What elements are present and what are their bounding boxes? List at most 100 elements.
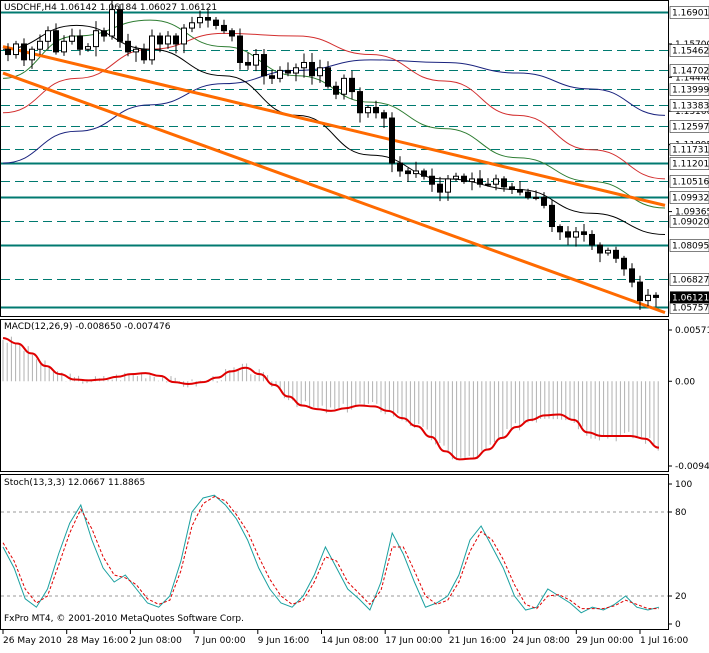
level-label-box: [669, 83, 709, 96]
candle-body: [485, 183, 491, 186]
price-tick-label: 1.09365: [675, 208, 709, 218]
macd-tick-label: 0.00571: [675, 326, 709, 336]
stoch-tick-label: 80: [675, 508, 687, 518]
time-tick-label: 28 May 16:00: [67, 636, 129, 646]
price-tick-label: 1.13160: [675, 107, 709, 117]
stoch-main-line: [2, 494, 660, 614]
candle-body: [245, 61, 251, 66]
candle-body: [605, 249, 611, 254]
price-tick-label: 1.14440: [675, 73, 709, 83]
candle-body: [29, 48, 35, 61]
candle-body: [357, 91, 363, 114]
level-labels: 1.16901 1.15462 1.14702 1.13999 1.13383 1.125…: [669, 6, 709, 314]
candle-body: [221, 24, 227, 32]
candle-body: [629, 268, 635, 283]
candle-body: [149, 35, 155, 61]
level-label: 1.05757: [672, 304, 709, 314]
candle-body: [581, 231, 587, 235]
candle-body: [405, 170, 411, 175]
level-label: 1.10516: [672, 178, 709, 188]
candle-body: [533, 196, 539, 199]
candle-body: [333, 85, 339, 95]
candle-body: [93, 30, 99, 48]
candle-body: [437, 183, 443, 193]
time-tick-label: 7 Jun 00:00: [194, 636, 246, 646]
candle-body: [541, 196, 547, 206]
level-label-box: [669, 175, 709, 188]
candle-body: [349, 77, 355, 93]
level-label: 1.16901: [672, 9, 709, 19]
stoch-indicator: 100 80 20 0: [1, 480, 692, 630]
candle-body: [189, 22, 195, 29]
price-panel-frame: [0, 0, 669, 317]
candle-body: [445, 178, 451, 193]
level-label: 1.15462: [672, 47, 709, 57]
candle-body: [101, 30, 107, 37]
level-label: 1.14702: [672, 67, 709, 77]
candle-body: [229, 30, 235, 37]
stoch-signal-line: [2, 496, 659, 610]
time-tick-label: 26 May 2010: [3, 636, 62, 646]
candle-body: [341, 77, 347, 95]
candle-body: [501, 178, 507, 188]
level-label-box: [669, 215, 709, 228]
candle-body: [61, 40, 67, 53]
candle-body: [117, 9, 123, 42]
candle-body: [573, 231, 579, 238]
candle-body: [477, 178, 483, 185]
candle-body: [509, 186, 515, 190]
candle-body: [157, 35, 163, 45]
candle-body: [205, 16, 211, 21]
candle-body: [85, 46, 91, 50]
stoch-tick-label: 0: [675, 620, 681, 630]
candle-body: [165, 35, 171, 45]
candle-body: [37, 40, 43, 50]
macd-signal-line: [2, 337, 660, 461]
candle-body: [557, 226, 563, 233]
candle-body: [69, 35, 75, 42]
level-label-box: [669, 157, 709, 170]
candle-body: [181, 27, 187, 45]
candle-body: [365, 106, 371, 114]
time-tick-label: 17 Jun 00:00: [385, 636, 442, 646]
moving-average-line: [2, 24, 666, 235]
macd-title: MACD(12,26,9) -0.008650 -0.007476: [4, 322, 171, 332]
candle-body: [5, 48, 11, 56]
stoch-tick-label: 20: [675, 592, 687, 602]
candle-body: [373, 106, 379, 114]
macd-panel-frame: [0, 319, 669, 472]
candle-body: [285, 69, 291, 74]
time-tick-label: 24 Jun 08:00: [513, 636, 570, 646]
candle-body: [269, 75, 275, 79]
candle-body: [237, 35, 243, 63]
level-label: 1.11731: [672, 146, 709, 156]
candle-body: [525, 191, 531, 198]
candle-body: [421, 170, 427, 177]
level-label: 1.09932: [672, 194, 709, 204]
candle-body: [397, 162, 403, 172]
moving-average-line: [2, 19, 666, 209]
level-label-box: [669, 239, 709, 252]
candle-body: [381, 112, 387, 119]
stoch-title: Stoch(13,3,3) 12.0667 11.8865: [4, 478, 146, 488]
time-tick-label: 9 Jun 16:00: [258, 636, 310, 646]
level-label: 1.13383: [672, 102, 709, 112]
level-label-box: [669, 6, 709, 19]
candle-body: [45, 30, 51, 42]
candle-body: [293, 67, 299, 74]
level-label: 1.08095: [672, 242, 709, 252]
macd-tick-label: 0.00: [675, 377, 695, 387]
candle-body: [637, 281, 643, 302]
candle-body: [597, 244, 603, 254]
candle-body: [77, 35, 83, 50]
candle-body: [645, 294, 651, 302]
candle-body: [109, 9, 115, 37]
candle-body: [309, 61, 315, 77]
candle-body: [125, 40, 131, 53]
candle-body: [549, 204, 555, 228]
macd-indicator: 0.00571 0.00 -0.00944: [2, 326, 709, 472]
candle-body: [141, 48, 147, 61]
current-price-box: [670, 291, 709, 304]
